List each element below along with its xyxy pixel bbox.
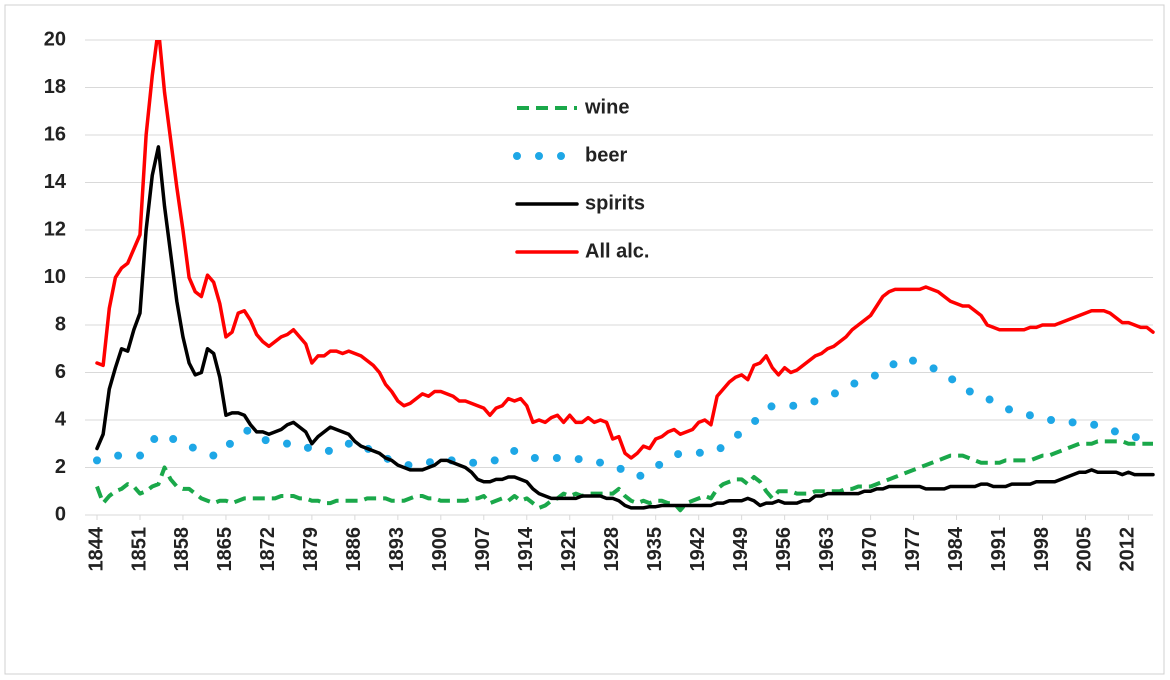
- series-line: [95, 40, 1155, 460]
- x-tick-label: 2012: [1117, 527, 1139, 572]
- x-tick-label: 1886: [343, 527, 365, 572]
- series-line: [95, 145, 1155, 510]
- plot-area: [93, 40, 1157, 513]
- x-tick-label: 1879: [300, 527, 322, 572]
- y-tick-label: 16: [44, 123, 66, 145]
- x-tick-label: 1858: [171, 527, 193, 572]
- x-tick-label: 1991: [988, 527, 1010, 572]
- x-tick-label: 1907: [472, 527, 494, 572]
- x-tick-label: 1998: [1031, 527, 1053, 572]
- y-tick-label: 18: [44, 76, 66, 98]
- y-tick-label: 4: [55, 408, 67, 430]
- legend-label: spirits: [585, 192, 645, 214]
- x-tick-label: 1949: [730, 527, 752, 572]
- y-tick-label: 0: [55, 503, 66, 525]
- x-tick-label: 1970: [859, 527, 881, 572]
- x-tick-label: 1956: [773, 527, 795, 572]
- x-tick-label: 1893: [386, 527, 408, 572]
- legend-label: wine: [584, 96, 629, 118]
- y-tick-label: 12: [44, 218, 66, 240]
- legend-label: beer: [585, 144, 627, 166]
- x-tick-label: 1963: [816, 527, 838, 572]
- y-tick-label: 10: [44, 266, 66, 288]
- x-tick-label: 2005: [1074, 527, 1096, 572]
- x-tick-label: 1900: [429, 527, 451, 572]
- x-tick-label: 1935: [644, 527, 666, 572]
- x-tick-label: 1872: [257, 527, 279, 572]
- x-tick-label: 1914: [515, 526, 537, 571]
- y-tick-label: 2: [55, 456, 66, 478]
- y-tick-label: 20: [44, 28, 66, 50]
- x-tick-label: 1942: [687, 527, 709, 572]
- series-line: [95, 439, 1153, 513]
- x-tick-label: 1851: [128, 527, 150, 572]
- x-tick-label: 1844: [85, 526, 107, 571]
- legend-label: All alc.: [585, 240, 649, 262]
- y-tick-label: 14: [44, 171, 67, 193]
- x-tick-label: 1984: [945, 526, 967, 571]
- x-tick-label: 1928: [601, 527, 623, 572]
- x-tick-label: 1977: [902, 527, 924, 572]
- x-tick-label: 1921: [558, 527, 580, 572]
- x-tick-label: 1865: [214, 527, 236, 572]
- y-tick-label: 8: [55, 313, 66, 335]
- chart-border: [4, 4, 1165, 675]
- y-tick-label: 6: [55, 361, 66, 383]
